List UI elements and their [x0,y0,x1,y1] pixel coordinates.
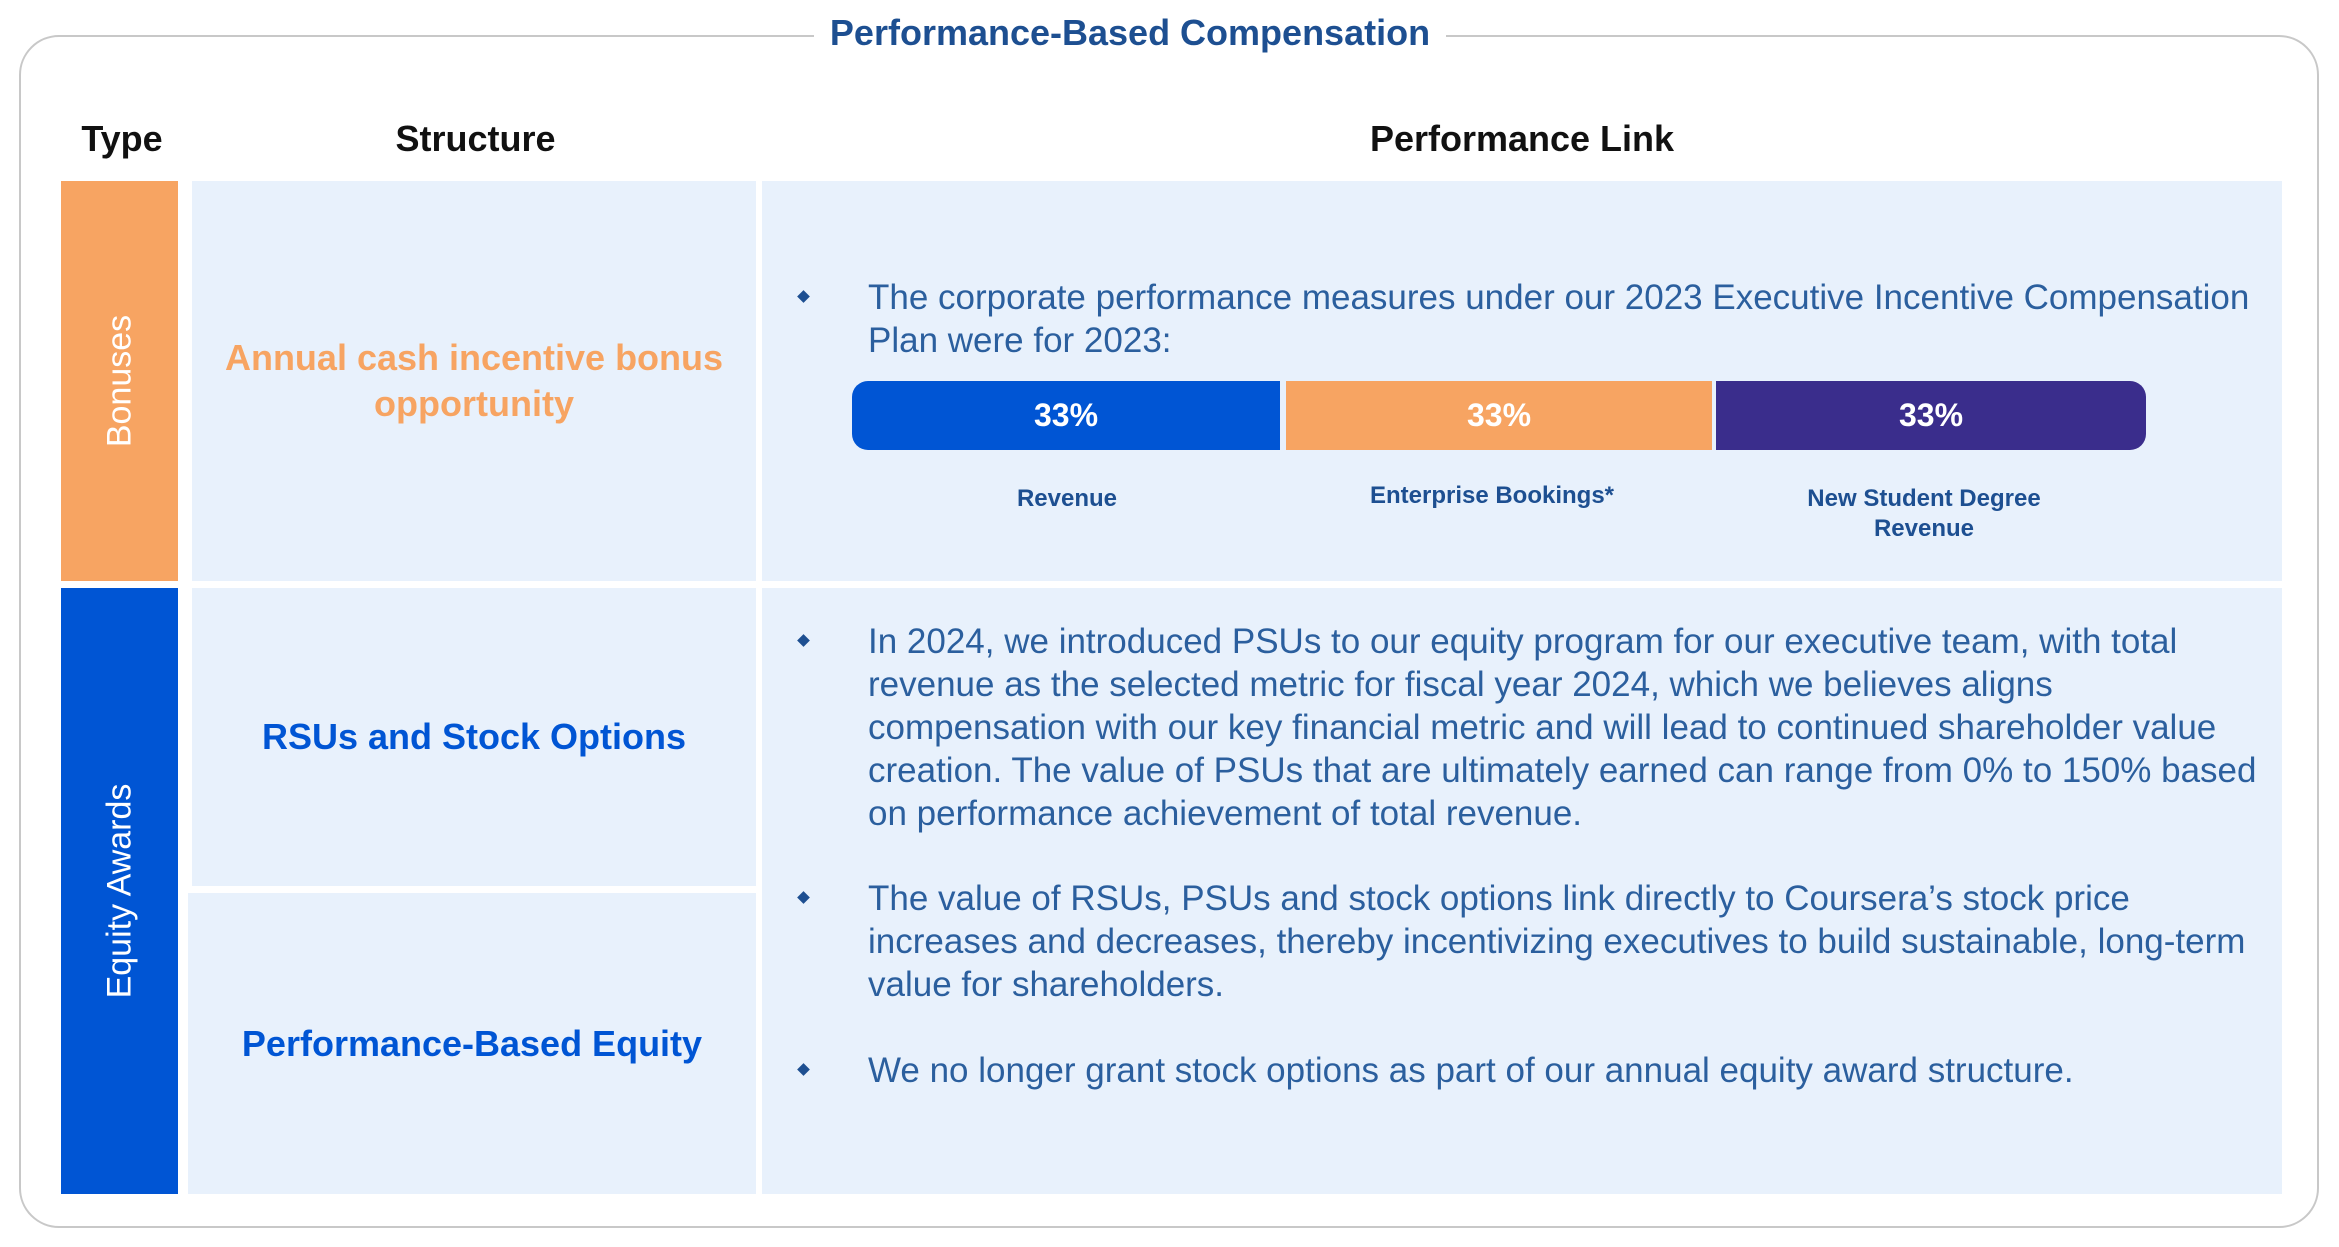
bonus-bullet-text: The corporate performance measures under… [868,278,2250,360]
equity-bullet-2-text: The value of RSUs, PSUs and stock option… [868,879,2246,1004]
structure-performance-equity-cell: Performance-Based Equity [188,893,756,1194]
header-structure: Structure [395,118,556,159]
structure-rsus-text: RSUs and Stock Options [261,716,687,757]
page-title: Performance-Based Compensation [813,6,1447,60]
bullet-diamond-icon [797,1063,810,1076]
type-bonuses-bar: Bonuses [61,181,178,581]
bullet-diamond-icon [797,634,810,647]
equity-bullet-1-text: In 2024, we introduced PSUs to our equit… [868,622,2257,833]
type-bonuses-label: Bonuses [100,314,138,448]
measure-label-new-student-degree-revenue: New Student Degree Revenue [1807,485,2041,542]
type-equity-label: Equity Awards [100,783,138,999]
header-performance-link: Performance Link [1369,118,1675,159]
type-equity-bar: Equity Awards [61,588,178,1194]
measure-label-enterprise-bookings: Enterprise Bookings* [1369,482,1615,509]
bullet-diamond-icon [797,891,810,904]
structure-rsus-cell: RSUs and Stock Options [192,588,756,886]
structure-bonus-cell: Annual cash incentive bonus opportunity [192,181,756,581]
header-type: Type [81,118,163,159]
equity-link-cell: In 2024, we introduced PSUs to our equit… [762,588,2282,1194]
bullet-diamond-icon [797,290,810,303]
measure-label-revenue: Revenue [1016,485,1118,512]
measure-bar-enterprise-bookings: 33% [1286,381,1712,450]
measure-bar-revenue: 33% [852,381,1280,450]
title-row: Performance-Based Compensation [0,6,2260,60]
structure-bonus-text: Annual cash incentive bonus opportunity [224,337,724,424]
structure-performance-equity-text: Performance-Based Equity [241,1022,703,1064]
measure-bar-new-student-degree-revenue: 33% [1716,381,2146,450]
equity-bullet-3-text: We no longer grant stock options as part… [868,1051,2074,1090]
